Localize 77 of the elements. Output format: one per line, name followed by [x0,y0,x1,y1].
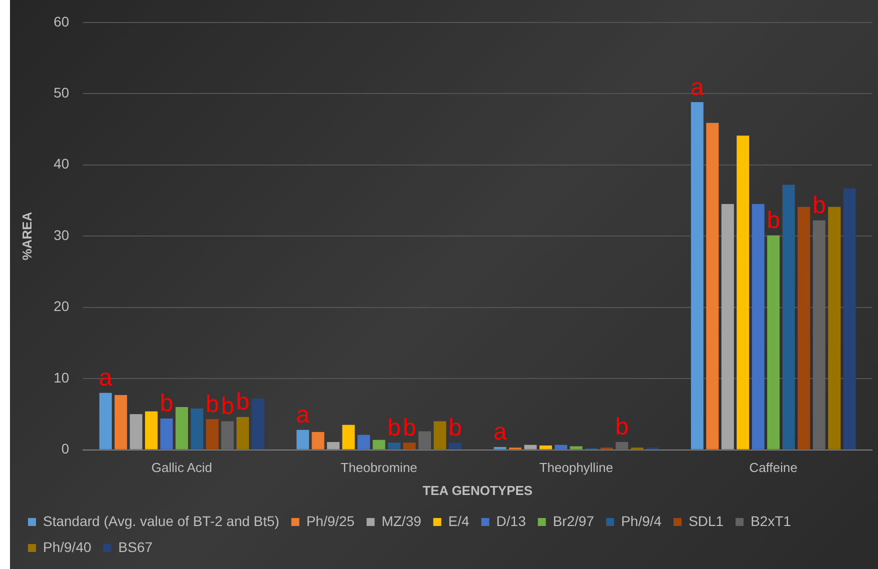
legend-label: SDL1 [688,512,724,529]
y-tick-label: 30 [54,226,70,243]
y-tick-label: 20 [54,298,70,314]
data-label: b [220,392,234,420]
bar [767,235,780,450]
data-label: b [448,414,462,442]
x-tick-label: Theobromine [340,460,418,476]
x-axis-title: TEA GENOTYPES [422,482,533,498]
bar [752,204,764,450]
data-label: b [812,192,826,220]
bar [843,188,856,450]
y-tick-label: 10 [54,369,70,386]
y-tick-label: 40 [54,156,70,172]
bar [357,434,370,450]
bar [798,206,810,450]
bar [190,408,204,450]
bar [539,446,552,450]
bar [145,411,158,450]
bar [388,442,400,450]
bar [130,414,142,450]
data-label: a [493,418,508,446]
x-tick-label: Gallic Acid [151,460,212,476]
bar [176,407,188,450]
data-label: a [98,364,113,392]
legend-label: D/13 [496,512,526,529]
bar [236,417,249,450]
bar [114,394,128,450]
legend-label: Standard (Avg. value of BT-2 and Bt5) [43,512,280,529]
data-label: b [766,207,780,234]
bar [296,430,310,450]
y-tick-label: 60 [54,13,70,30]
bar [554,444,568,450]
y-tick-label: 50 [54,84,70,100]
data-label: b [206,390,219,418]
bar [221,421,234,450]
bar [327,442,340,450]
data-label: b [615,414,629,441]
bar [828,206,841,450]
legend-label: E/4 [448,512,470,529]
bar [99,392,112,450]
data-label: b [160,390,174,418]
legend-label: B2xT1 [750,512,792,529]
bar [690,102,704,450]
x-tick-label: Theophylline [539,460,614,476]
bar [252,398,264,450]
bar [418,431,431,450]
bar [736,136,750,450]
data-label: a [690,74,705,101]
bar [372,440,386,450]
bar [312,432,324,450]
legend-label: Br2/97 [552,512,594,529]
data-label: b [402,414,416,442]
bar [721,204,734,450]
legend-label: Ph/9/4 [621,512,662,529]
legend-label: BS67 [118,538,153,555]
bar [494,446,506,450]
legend-label: MZ/39 [382,512,422,529]
bar [434,421,446,450]
bar [403,442,416,450]
bar [616,442,628,450]
y-tick-label: 0 [61,440,70,457]
bar [448,442,462,450]
bar [160,418,173,450]
legend-label: Ph/9/40 [43,538,92,555]
legend-label: Ph/9/25 [306,512,355,529]
x-tick-label: Caffeine [749,460,798,476]
bar [524,444,537,450]
bar [812,220,826,450]
data-label: b [236,388,250,416]
bar [782,184,795,450]
data-label: a [296,401,310,428]
data-label: b [388,414,401,442]
y-axis-title: %AREA [19,211,34,260]
bar [570,446,582,450]
bar [206,419,218,450]
bar [706,122,719,450]
bar [342,424,355,450]
